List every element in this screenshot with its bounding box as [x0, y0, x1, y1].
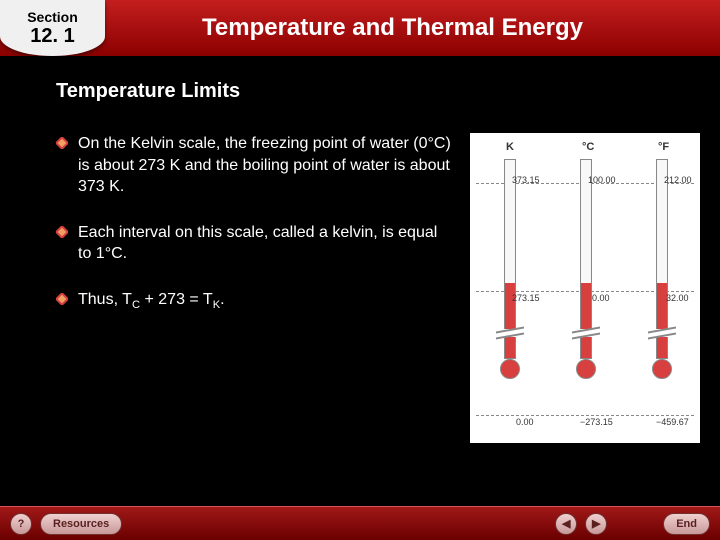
scale-label-c: °C [582, 141, 594, 153]
mercury [581, 283, 591, 358]
bullet-item: On the Kelvin scale, the freezing point … [56, 133, 454, 198]
abszero-k: 0.00 [516, 417, 534, 427]
scale-label-k: K [506, 141, 514, 153]
section-badge: Section 12. 1 [0, 0, 105, 56]
content-area: Temperature Limits On the Kelvin scale, … [0, 56, 720, 443]
prev-button[interactable]: ◀ [555, 513, 577, 535]
bullet-icon [56, 137, 68, 149]
next-button[interactable]: ▶ [585, 513, 607, 535]
scale-break [572, 329, 600, 337]
chevron-left-icon: ◀ [562, 517, 570, 530]
bullet-text: Thus, TC + 273 = TK. [78, 289, 225, 313]
bullet-icon [56, 226, 68, 238]
bullet-text: Each interval on this scale, called a ke… [78, 222, 454, 265]
abszero-f: −459.67 [656, 417, 689, 427]
help-icon: ? [18, 518, 25, 530]
bullet-icon [56, 293, 68, 305]
abs-zero-line [476, 415, 694, 416]
freeze-f: 32.00 [666, 293, 689, 303]
thermometer-figure: K °C °F 373.15 100.00 212.00 273.15 [470, 133, 700, 443]
resources-label: Resources [53, 518, 109, 530]
bulb [576, 359, 596, 379]
header-bar: Section 12. 1 Temperature and Thermal En… [0, 0, 720, 56]
boil-k: 373.15 [512, 175, 540, 185]
body-row: On the Kelvin scale, the freezing point … [56, 133, 700, 443]
boil-c: 100.00 [588, 175, 616, 185]
boil-f: 212.00 [664, 175, 692, 185]
bulb [500, 359, 520, 379]
resources-button[interactable]: Resources [40, 513, 122, 535]
footer-bar: ? Resources ◀ ▶ End [0, 506, 720, 540]
freeze-k: 273.15 [512, 293, 540, 303]
help-button[interactable]: ? [10, 513, 32, 535]
scale-break [648, 329, 676, 337]
bullet-list: On the Kelvin scale, the freezing point … [56, 133, 454, 443]
chevron-right-icon: ▶ [592, 517, 600, 530]
end-button[interactable]: End [663, 513, 710, 535]
bullet-item: Thus, TC + 273 = TK. [56, 289, 454, 313]
section-number: 12. 1 [30, 25, 74, 48]
end-label: End [676, 518, 697, 530]
bullet-item: Each interval on this scale, called a ke… [56, 222, 454, 265]
section-label: Section [27, 9, 78, 25]
freeze-c: 0.00 [592, 293, 610, 303]
scale-break [496, 329, 524, 337]
bullet-text: On the Kelvin scale, the freezing point … [78, 133, 454, 198]
bulb [652, 359, 672, 379]
subtitle: Temperature Limits [56, 80, 700, 103]
scale-label-f: °F [658, 141, 669, 153]
page-title: Temperature and Thermal Energy [105, 14, 720, 42]
abszero-c: −273.15 [580, 417, 613, 427]
